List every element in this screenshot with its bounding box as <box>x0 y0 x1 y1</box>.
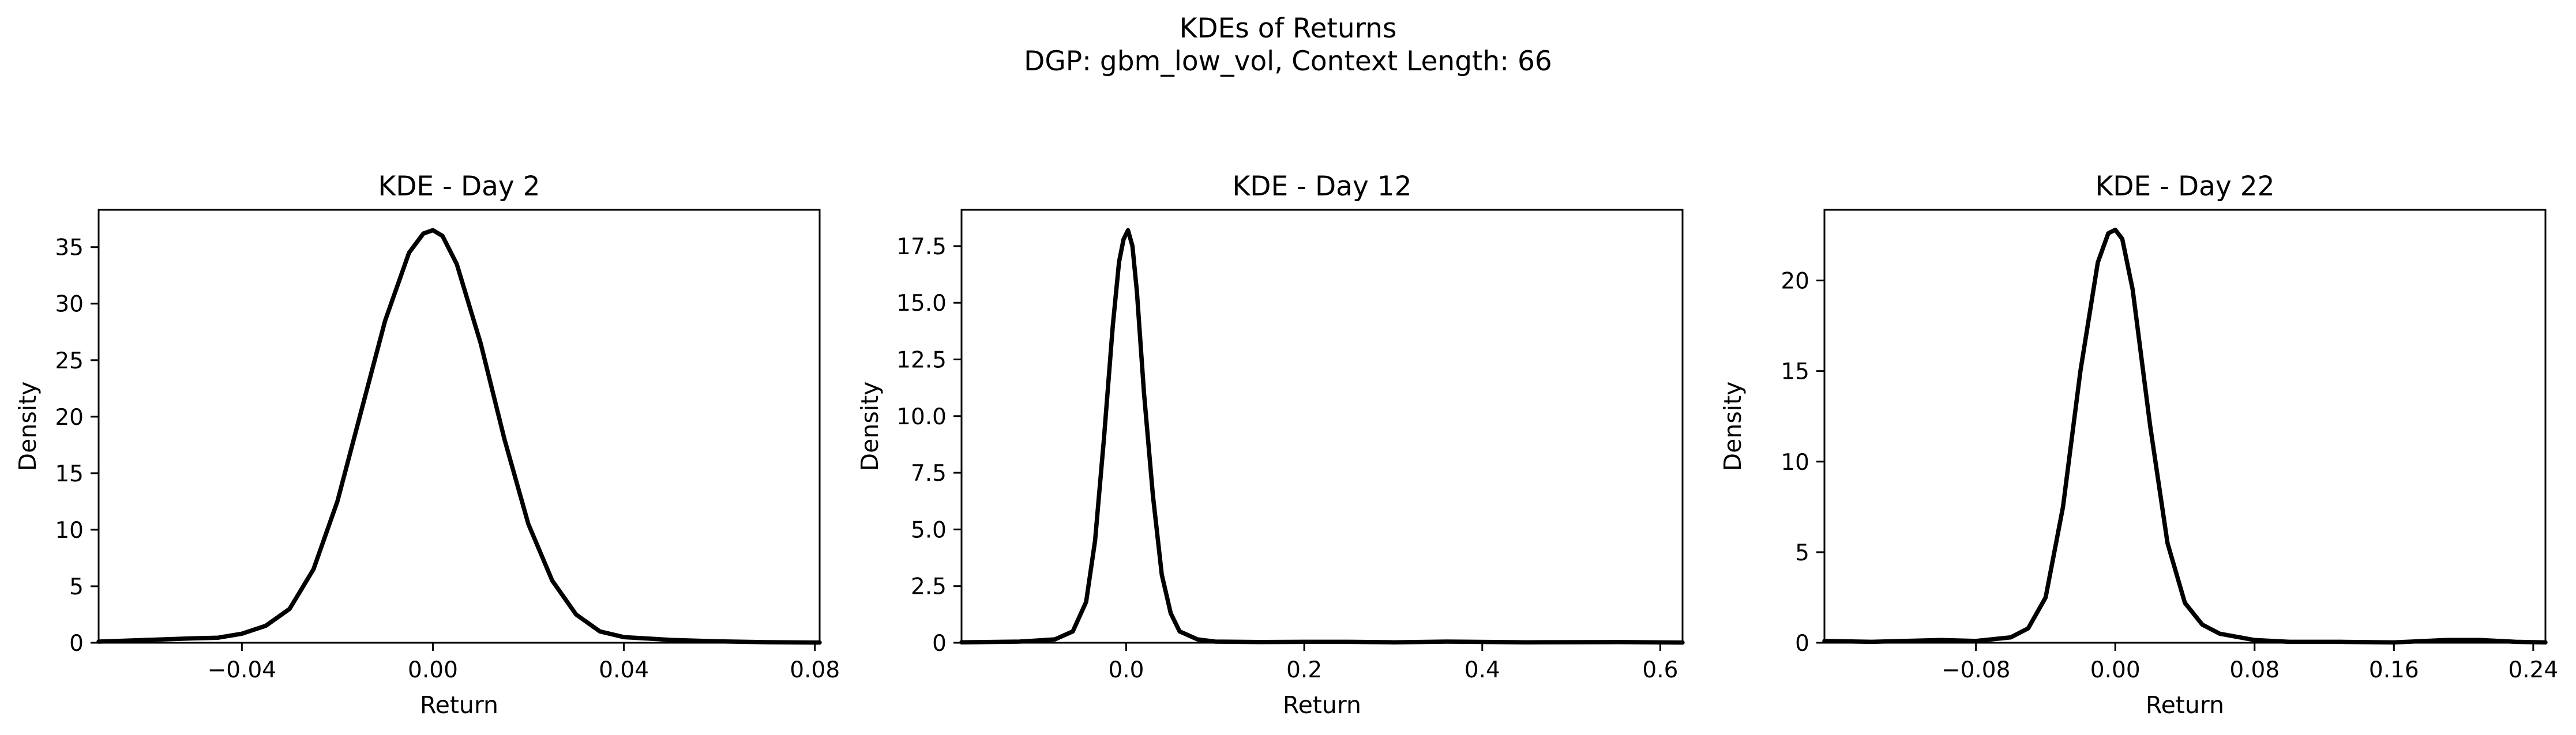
y-tick-label: 20 <box>55 405 84 431</box>
kde-curve-line <box>959 228 1685 645</box>
panel-title: KDE - Day 12 <box>1232 171 1411 202</box>
kde-panel-3: −0.08 0.00 0.08 0.16 0.24 0 5 10 15 20 KDE - Day 2… <box>1719 171 2558 719</box>
kde-panel-1: −0.04 0.00 0.04 0.08 0 5 10 15 20 25 30 35 KDE - Day… <box>14 171 840 719</box>
y-tick-label: 10 <box>55 518 84 544</box>
y-tick-label: 10.0 <box>896 404 947 430</box>
y-tick-label: 30 <box>55 292 84 318</box>
x-tick-label: 0.24 <box>2508 657 2558 683</box>
y-tick-label: 0 <box>1795 631 1809 657</box>
y-tick-label: 15 <box>55 461 84 487</box>
figure-title: KDEs of Returns <box>1180 13 1397 44</box>
kde-curve-line <box>96 228 822 645</box>
y-tick-label: 0 <box>932 631 947 657</box>
x-tick-label: 0.04 <box>599 657 649 683</box>
kde-curve-line <box>1822 227 2548 645</box>
x-tick-label: 0.00 <box>408 657 458 683</box>
y-tick-label: 0 <box>69 631 84 657</box>
y-tick-label: 2.5 <box>911 574 947 600</box>
x-axis-label: Return <box>2146 691 2224 719</box>
x-tick-label: −0.04 <box>208 657 277 683</box>
y-tick-label: 15 <box>1781 359 1809 385</box>
kde-panel-2: 0.0 0.2 0.4 0.6 0 2.5 5.0 7.5 10.0 12.5 15.0 17.5 KD… <box>856 171 1685 719</box>
y-tick-label: 20 <box>1781 269 1809 295</box>
x-tick-label: 0.0 <box>1108 657 1144 683</box>
x-tick-label: 0.16 <box>2369 657 2419 683</box>
y-axis-label: Density <box>1719 382 1747 472</box>
panel-title: KDE - Day 22 <box>2095 171 2274 202</box>
plot-frame <box>97 209 821 644</box>
x-tick-label: 0.08 <box>2229 657 2280 683</box>
y-tick-label: 17.5 <box>896 234 947 260</box>
x-tick-label: 0.2 <box>1286 657 1322 683</box>
y-axis-label: Density <box>856 382 884 472</box>
y-tick-label: 10 <box>1781 450 1809 476</box>
x-tick-label: 0.00 <box>2090 657 2141 683</box>
y-tick-label: 5 <box>1795 540 1809 566</box>
panel-title: KDE - Day 2 <box>378 171 540 202</box>
y-tick-label: 5.0 <box>911 517 947 543</box>
y-axis-label: Density <box>14 382 42 472</box>
x-tick-label: −0.08 <box>1942 657 2011 683</box>
x-tick-label: 0.6 <box>1642 657 1678 683</box>
x-tick-label: 0.4 <box>1465 657 1500 683</box>
y-tick-label: 7.5 <box>911 461 947 487</box>
plot-frame <box>1823 209 2547 644</box>
x-axis-label: Return <box>420 691 498 719</box>
x-tick-label: 0.08 <box>790 657 840 683</box>
y-tick-label: 12.5 <box>896 348 947 374</box>
plot-frame <box>960 209 1684 644</box>
y-tick-label: 35 <box>55 235 84 261</box>
y-tick-label: 5 <box>69 574 84 600</box>
y-tick-label: 25 <box>55 348 84 374</box>
figure-subtitle: DGP: gbm_low_vol, Context Length: 66 <box>1024 46 1552 77</box>
x-axis-label: Return <box>1283 691 1361 719</box>
y-tick-label: 15.0 <box>896 291 947 316</box>
